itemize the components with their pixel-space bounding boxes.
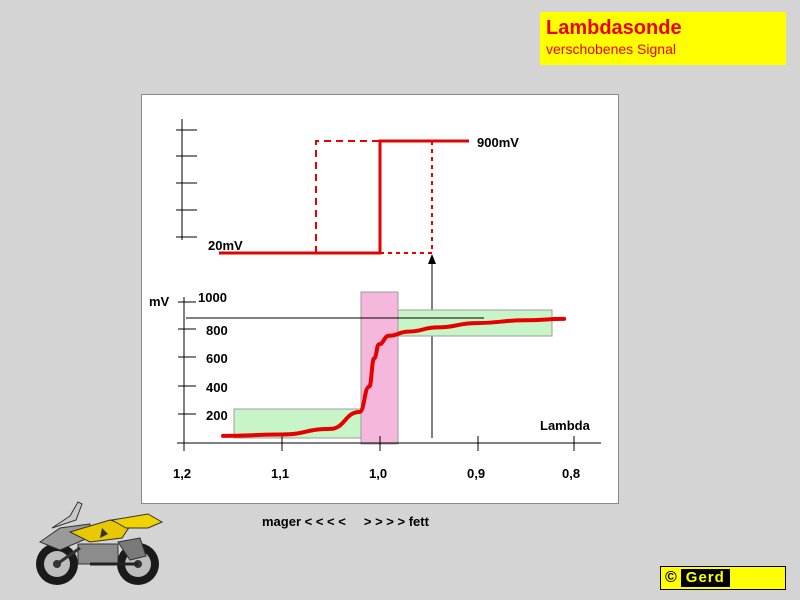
y-tick-label: 1000 (198, 290, 227, 305)
y-tick-label: 600 (206, 351, 228, 366)
transition-zone (360, 291, 399, 445)
motorcycle-icon (36, 501, 164, 585)
shift-arrow-head (428, 254, 436, 264)
x-axis-label: Lambda (540, 418, 591, 433)
x-tick-label: 1,0 (369, 466, 387, 481)
x-tick-label: 1,1 (271, 466, 289, 481)
shifted-signal-lean (315, 140, 380, 253)
original-signal (219, 139, 469, 255)
y-tick-label: 400 (206, 380, 228, 395)
x-tick-label: 0,8 (562, 466, 580, 481)
y-tick-label: 200 (206, 408, 228, 423)
y-tick-label: 800 (206, 323, 228, 338)
title-box: Lambdasonde verschobenes Signal (540, 12, 786, 65)
lean-rich-caption: mager < < < < > > > > fett (262, 514, 429, 529)
shifted-signal-rich (380, 141, 433, 254)
label-20mv: 20mV (208, 238, 243, 253)
copyright-symbol: © (665, 569, 677, 586)
copyright-badge: © Gerd (660, 566, 786, 590)
label-900mv: 900mV (477, 135, 519, 150)
sensor-characteristic-curve (221, 316, 567, 438)
x-tick-label: 0,9 (467, 466, 485, 481)
x-tick-label: 1,2 (173, 466, 191, 481)
page-subtitle: verschobenes Signal (546, 41, 676, 57)
page-title: Lambdasonde (546, 17, 682, 39)
author-name: Gerd (680, 569, 730, 587)
y-unit-label: mV (149, 294, 170, 309)
